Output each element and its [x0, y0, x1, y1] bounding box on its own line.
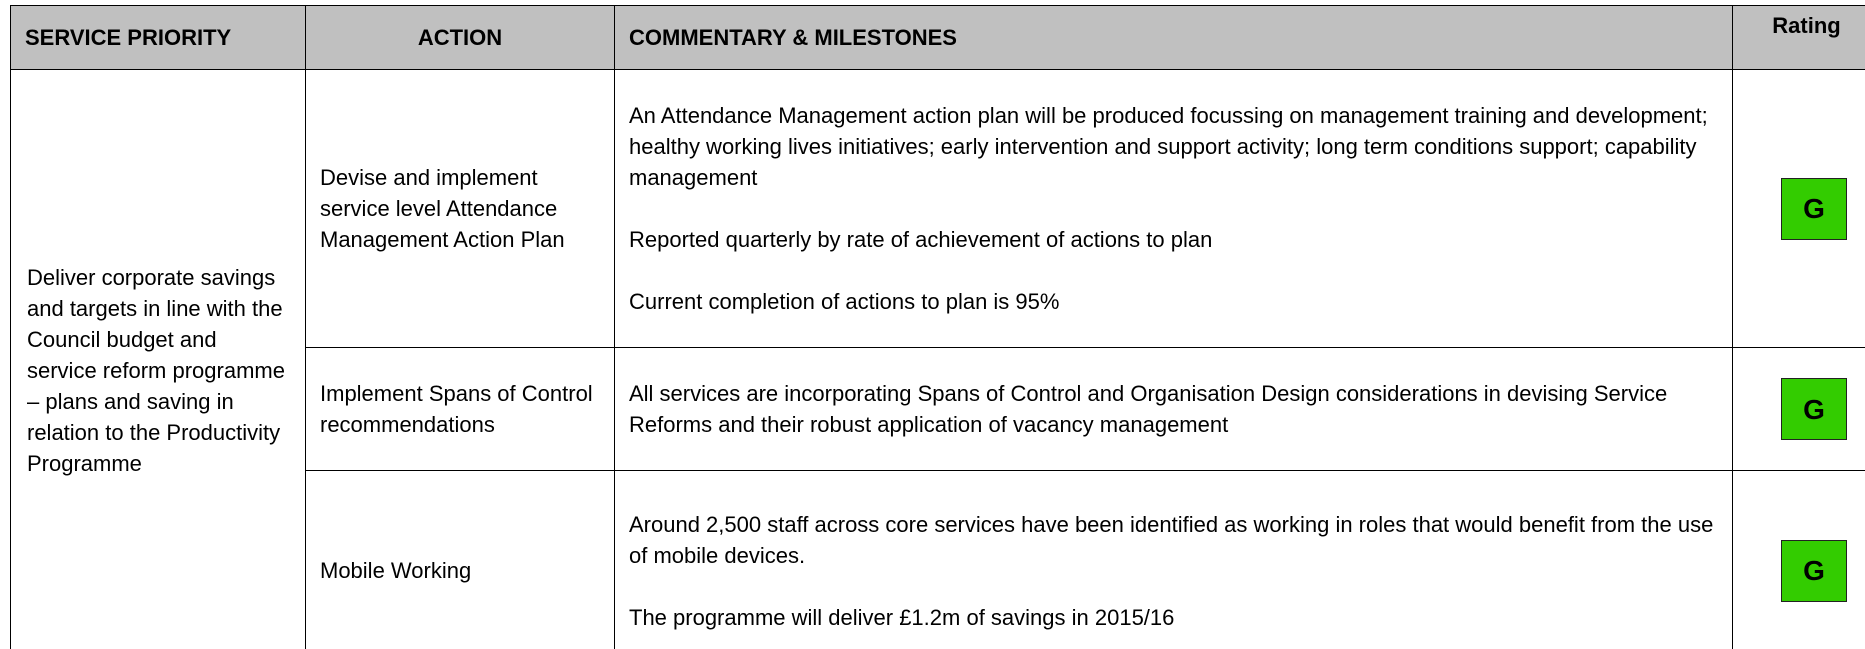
- rating-badge: G: [1781, 539, 1847, 602]
- paragraph: Reported quarterly by rate of achievemen…: [629, 227, 1213, 252]
- commentary: Around 2,500 staff across core services …: [614, 470, 1733, 649]
- row: Mobile Working Around 2,500 staff across…: [11, 470, 1865, 649]
- commentary: An Attendance Management action plan wil…: [614, 69, 1733, 348]
- action: Implement Spans of Control recommendatio…: [305, 347, 615, 471]
- paragraph: All services are incorporating Spans of …: [629, 381, 1668, 437]
- priority-table: SERVICE PRIORITY ACTION COMMENTARY & MIL…: [10, 5, 1865, 649]
- service-priority: Deliver corporate savings and targets in…: [10, 69, 306, 649]
- header-cell: SERVICE PRIORITY: [10, 5, 306, 70]
- header-cell: COMMENTARY & MILESTONES: [614, 5, 1733, 70]
- paragraph: Current completion of actions to plan is…: [629, 289, 1060, 314]
- rating-badge: G: [1781, 177, 1847, 240]
- header-cell: ACTION: [305, 5, 615, 70]
- row: Deliver corporate savings and targets in…: [10, 69, 1865, 649]
- rating-cell: G: [1732, 69, 1865, 348]
- rating-cell: G: [1732, 347, 1865, 471]
- rating-badge: G: [1781, 378, 1847, 440]
- paragraph: The programme will deliver £1.2m of savi…: [629, 604, 1175, 630]
- paragraph: An Attendance Management action plan wil…: [629, 103, 1708, 190]
- rating-cell: G: [1732, 470, 1865, 649]
- header-row: SERVICE PRIORITY ACTION COMMENTARY & MIL…: [10, 5, 1865, 70]
- commentary: All services are incorporating Spans of …: [614, 347, 1733, 471]
- action: Mobile Working: [305, 470, 615, 649]
- header-cell: Rating: [1732, 5, 1865, 70]
- action: Devise and implement service level Atten…: [305, 69, 615, 348]
- paragraph: Around 2,500 staff across core services …: [629, 511, 1714, 568]
